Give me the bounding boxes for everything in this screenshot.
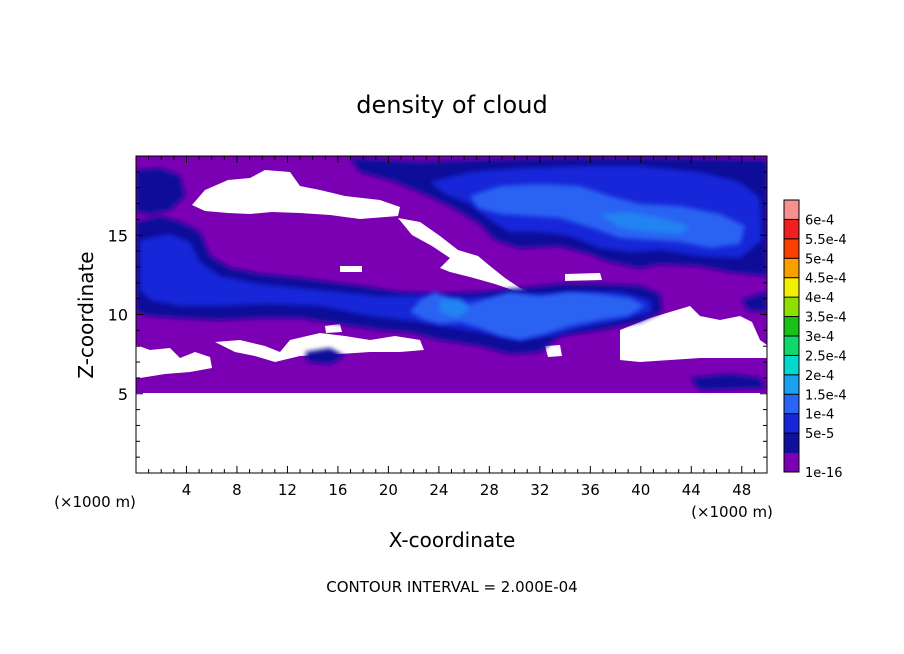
clear-air-hole — [545, 345, 562, 357]
colorbar-label: 6e-4 — [805, 213, 834, 228]
x-axis-label: X-coordinate — [389, 528, 516, 552]
low-cloud-patch — [305, 348, 345, 364]
colorbar-label: 1e-4 — [805, 408, 834, 423]
y-axis-label: Z-coordinate — [74, 251, 98, 378]
clear-air-regions — [136, 170, 767, 473]
colorbar-swatch — [784, 238, 799, 259]
right-low-cloud — [690, 374, 765, 390]
clear-air-hole — [398, 218, 530, 292]
chart-title: density of cloud — [356, 91, 547, 119]
y-tick-label: 10 — [108, 306, 128, 325]
x-tick-label: 20 — [379, 481, 398, 499]
colorbar-label: 2e-4 — [805, 369, 834, 384]
right-edge-cloud — [742, 292, 767, 312]
x-tick-label: 36 — [581, 481, 600, 499]
y-tick-label: 15 — [108, 226, 128, 245]
colorbar-label: 4e-4 — [805, 291, 834, 306]
clear-air-hole — [340, 266, 362, 272]
colorbar-swatch — [784, 316, 799, 337]
mid-small-core — [440, 298, 470, 318]
clear-air-hole — [325, 324, 342, 333]
x-tick-label: 12 — [278, 481, 297, 499]
colorbar-label: 5.5e-4 — [805, 233, 847, 248]
colorbar-swatch — [784, 413, 799, 434]
x-tick-label: 16 — [328, 481, 347, 499]
colorbar-label: 1.5e-4 — [805, 388, 847, 403]
colorbar-swatch — [784, 452, 799, 473]
x-tick-label: 44 — [682, 481, 701, 499]
x-axis-unit-left: (×1000 m) — [54, 493, 136, 511]
clear-air-hole — [215, 333, 424, 362]
colorbar: 1e-16 5e-5 1e-4 1.5e-4 2e-4 2.5e-4 3e-4 3.5e-4 4… — [783, 199, 847, 481]
mid-cloud-peak — [410, 292, 645, 340]
x-tick-label: 32 — [530, 481, 549, 499]
x-tick-label: 4 — [182, 481, 192, 499]
x-tick-label: 40 — [631, 481, 650, 499]
contour-interval-note: CONTOUR INTERVAL = 2.000E-04 — [326, 578, 577, 596]
clear-air-hole — [136, 393, 767, 473]
colorbar-label: 5e-4 — [805, 252, 834, 267]
contour-field — [136, 156, 767, 473]
y-axis-ticks: 5 10 15 — [108, 171, 767, 458]
colorbar-swatch — [784, 297, 799, 318]
colorbar-label: 4.5e-4 — [805, 272, 847, 287]
colorbar-swatch — [784, 258, 799, 279]
upper-small-core — [600, 212, 690, 234]
colorbar-label: 5e-5 — [805, 427, 834, 442]
colorbar-swatch — [784, 394, 799, 415]
x-tick-label: 8 — [232, 481, 242, 499]
contour-level-2e-4 — [440, 212, 690, 318]
colorbar-label: 1e-16 — [805, 466, 843, 481]
clear-air-hole — [192, 170, 400, 219]
colorbar-swatch — [784, 336, 799, 356]
colorbar-label: 3.5e-4 — [805, 311, 847, 326]
x-tick-label: 48 — [732, 481, 751, 499]
clear-air-hole — [620, 306, 767, 362]
clear-air-hole — [136, 345, 212, 378]
y-tick-label: 5 — [118, 385, 128, 404]
colorbar-swatch — [784, 433, 799, 454]
left-upper-cloud — [136, 168, 185, 214]
colorbar-label: 2.5e-4 — [805, 349, 847, 364]
colorbar-swatch — [784, 374, 799, 395]
x-axis-unit-right: (×1000 m) — [691, 503, 773, 521]
colorbar-swatch — [784, 200, 799, 220]
colorbar-swatch — [784, 219, 799, 240]
x-tick-label: 24 — [429, 481, 448, 499]
clear-air-hole — [565, 273, 602, 281]
colorbar-label: 3e-4 — [805, 330, 834, 345]
x-tick-label: 28 — [480, 481, 499, 499]
colorbar-swatch — [784, 277, 799, 298]
colorbar-swatch — [784, 355, 799, 376]
x-axis-ticks: 4 8 12 16 20 24 28 32 36 40 44 48 — [148, 156, 755, 499]
